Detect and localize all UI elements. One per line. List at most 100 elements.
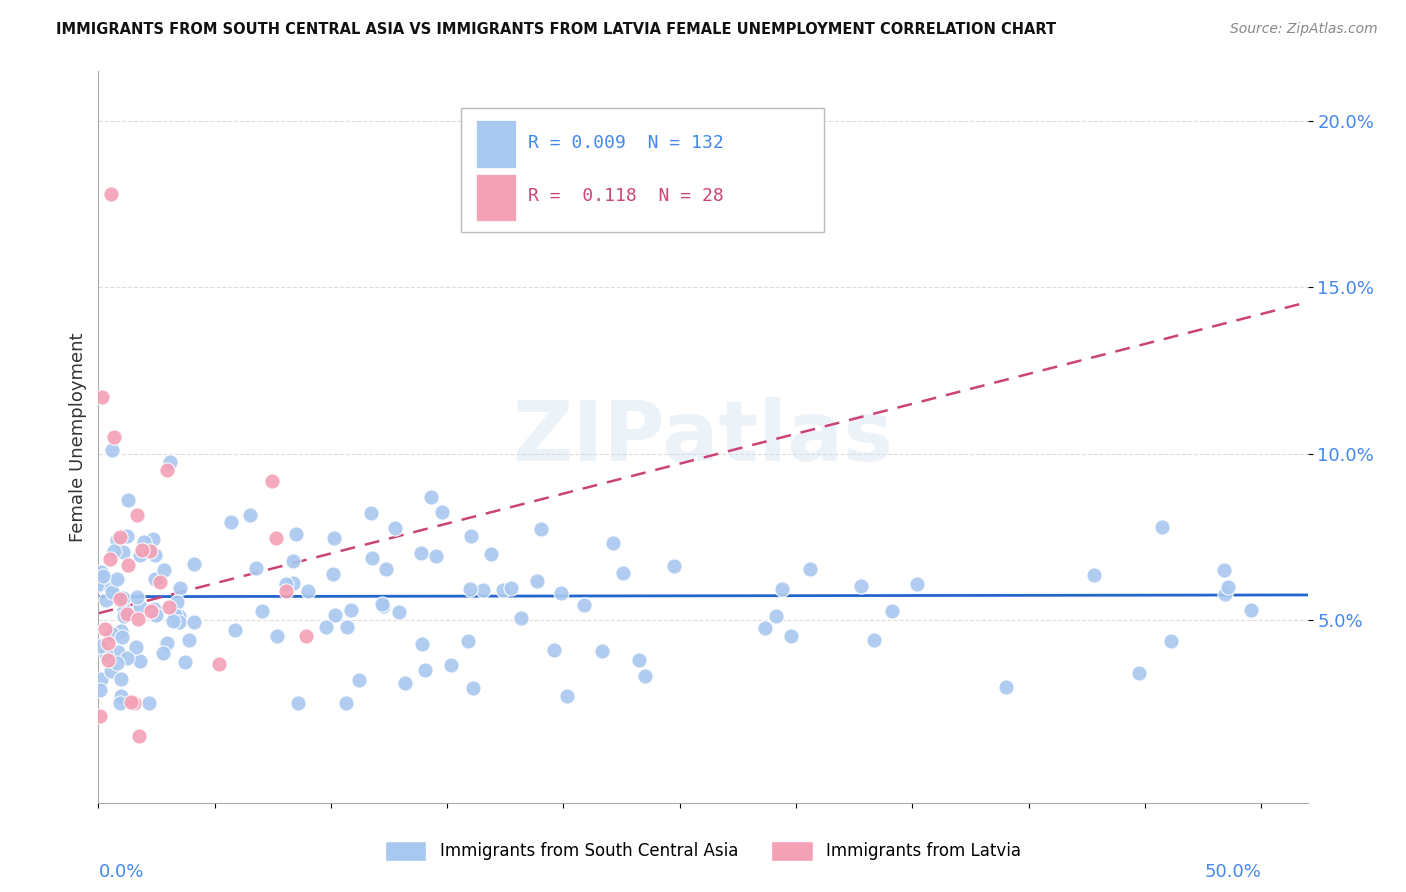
Point [89,576,111,591]
Point [510,611,533,625]
Text: IMMIGRANTS FROM SOUTH CENTRAL ASIA VS IMMIGRANTS FROM LATVIA FEMALE UNEMPLOYMENT: IMMIGRANTS FROM SOUTH CENTRAL ASIA VS IM… [56,22,1056,37]
Point [276,577,298,591]
Point [297,584,319,599]
Point [555,689,578,703]
Point [281,575,304,590]
Point [138,696,160,710]
Point [90,565,112,579]
Text: Source: ZipAtlas.com: Source: ZipAtlas.com [1230,22,1378,37]
Point [323,607,346,622]
Point [370,597,392,611]
FancyBboxPatch shape [475,120,516,168]
Point [284,527,307,541]
Point [153,563,176,577]
Point [134,535,156,549]
Point [111,544,134,558]
Point [100,584,122,599]
Point [112,603,135,617]
Point [101,443,124,458]
Point [143,548,166,562]
Point [115,529,138,543]
Point [110,696,132,710]
Point [634,669,657,683]
Point [166,594,188,608]
Text: R =  0.118  N = 28: R = 0.118 N = 28 [527,187,724,205]
Point [322,567,344,582]
Point [882,604,904,618]
Point [208,657,231,671]
Point [91,568,114,582]
Point [111,591,134,606]
Point [430,505,453,519]
Point [89,574,111,589]
Point [89,709,111,723]
Point [129,548,152,562]
Point [110,624,132,638]
Point [754,621,776,635]
Point [120,695,142,709]
Point [780,629,803,643]
Point [177,633,200,648]
Point [139,544,162,558]
Text: R = 0.009  N = 132: R = 0.009 N = 132 [527,134,724,152]
FancyBboxPatch shape [475,174,516,221]
Point [360,550,382,565]
Point [479,547,502,561]
Point [108,530,131,544]
Point [128,729,150,743]
Point [157,600,180,615]
Point [117,607,139,622]
Point [103,543,125,558]
Point [905,577,928,591]
Point [862,632,884,647]
Point [142,532,165,546]
Point [98,552,121,566]
Point [274,583,297,598]
Point [374,561,396,575]
Point [110,672,132,686]
Point [1240,602,1263,616]
Point [530,522,553,536]
Point [219,515,242,529]
Point [1083,567,1105,582]
Point [460,529,482,543]
Point [183,615,205,630]
Point [1160,634,1182,648]
Point [499,581,522,595]
Point [125,590,148,604]
Point [97,636,120,650]
Point [388,605,411,619]
Point [89,640,111,654]
Point [143,572,166,586]
Point [163,607,186,622]
Point [224,624,246,638]
FancyBboxPatch shape [461,108,824,232]
Point [250,604,273,618]
Point [1213,563,1236,577]
Point [162,614,184,628]
Point [602,535,624,549]
Point [994,681,1017,695]
Point [765,608,787,623]
Point [572,599,595,613]
Point [384,521,406,535]
Point [174,655,197,669]
Text: 0.0%: 0.0% [98,863,143,880]
Point [347,673,370,687]
Point [420,490,443,504]
Point [461,681,484,695]
Point [105,657,128,671]
Point [94,593,117,607]
Point [239,508,262,523]
Point [340,603,363,617]
Point [100,627,122,641]
Point [360,506,382,520]
Point [97,653,120,667]
Point [591,643,613,657]
Point [294,629,316,643]
Point [799,562,821,576]
Point [315,620,337,634]
Point [122,696,145,710]
Point [409,545,432,559]
Point [336,620,359,634]
